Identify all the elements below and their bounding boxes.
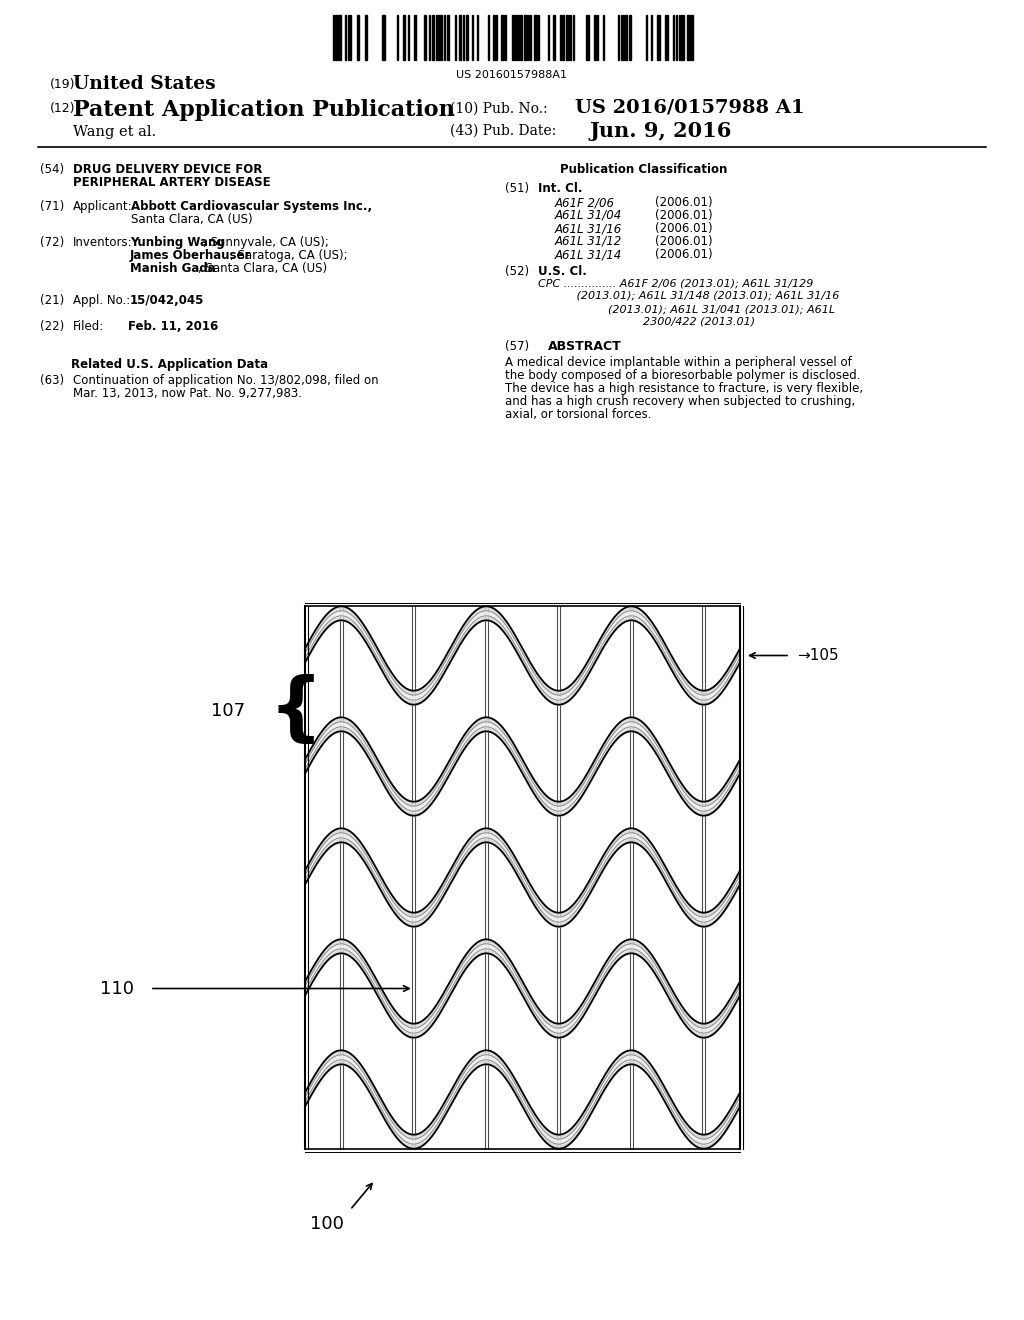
Bar: [520, 15, 522, 59]
Text: PERIPHERAL ARTERY DISEASE: PERIPHERAL ARTERY DISEASE: [73, 176, 270, 189]
Bar: [424, 15, 426, 59]
Text: Inventors:: Inventors:: [73, 236, 133, 249]
Bar: [466, 15, 468, 59]
Text: (2006.01): (2006.01): [655, 222, 713, 235]
Text: A61L 31/12: A61L 31/12: [555, 235, 623, 248]
Text: (72): (72): [40, 236, 65, 249]
Text: 100: 100: [310, 1214, 344, 1233]
Text: (19): (19): [50, 78, 76, 91]
Bar: [335, 15, 337, 59]
Text: 110: 110: [100, 979, 134, 998]
Text: (43) Pub. Date:: (43) Pub. Date:: [450, 124, 556, 139]
Bar: [681, 15, 684, 59]
Text: (71): (71): [40, 201, 65, 213]
Text: Related U.S. Application Data: Related U.S. Application Data: [72, 358, 268, 371]
Text: Feb. 11, 2016: Feb. 11, 2016: [128, 319, 218, 333]
Bar: [517, 15, 519, 59]
Text: CPC ............... A61F 2/06 (2013.01); A61L 31/129: CPC ............... A61F 2/06 (2013.01);…: [538, 279, 813, 288]
Text: (2013.01); A61L 31/041 (2013.01); A61L: (2013.01); A61L 31/041 (2013.01); A61L: [538, 304, 836, 314]
Text: ABSTRACT: ABSTRACT: [548, 341, 622, 352]
Text: A61L 31/16: A61L 31/16: [555, 222, 623, 235]
Text: Continuation of application No. 13/802,098, filed on: Continuation of application No. 13/802,0…: [73, 374, 379, 387]
Text: (2006.01): (2006.01): [655, 209, 713, 222]
Text: Publication Classification: Publication Classification: [560, 162, 727, 176]
Text: (2006.01): (2006.01): [655, 235, 713, 248]
Bar: [338, 15, 341, 59]
Text: Mar. 13, 2013, now Pat. No. 9,277,983.: Mar. 13, 2013, now Pat. No. 9,277,983.: [73, 387, 302, 400]
Text: (2006.01): (2006.01): [655, 195, 713, 209]
Text: (21): (21): [40, 294, 65, 308]
Text: (10) Pub. No.:: (10) Pub. No.:: [450, 102, 548, 116]
Bar: [657, 15, 660, 59]
Text: (63): (63): [40, 374, 65, 387]
Text: →105: →105: [797, 648, 839, 663]
Bar: [501, 15, 504, 59]
Text: United States: United States: [73, 75, 216, 92]
Text: A61F 2/06: A61F 2/06: [555, 195, 615, 209]
Bar: [594, 15, 596, 59]
Text: , Sunnyvale, CA (US);: , Sunnyvale, CA (US);: [203, 236, 329, 249]
Bar: [403, 15, 406, 59]
Bar: [625, 15, 627, 59]
Text: (12): (12): [50, 102, 76, 115]
Bar: [534, 15, 537, 59]
Text: Manish Gada: Manish Gada: [130, 261, 216, 275]
Text: {: {: [268, 675, 323, 748]
Bar: [382, 15, 385, 59]
Text: Jun. 9, 2016: Jun. 9, 2016: [590, 121, 732, 141]
Text: (22): (22): [40, 319, 65, 333]
Bar: [629, 15, 631, 59]
Text: Filed:: Filed:: [73, 319, 104, 333]
Text: US 2016/0157988 A1: US 2016/0157988 A1: [575, 99, 805, 117]
Text: Int. Cl.: Int. Cl.: [538, 182, 583, 195]
Bar: [365, 15, 367, 59]
Bar: [459, 15, 461, 59]
Text: Santa Clara, CA (US): Santa Clara, CA (US): [131, 213, 253, 226]
Text: Abbott Cardiovascular Systems Inc.,: Abbott Cardiovascular Systems Inc.,: [131, 201, 372, 213]
Text: Appl. No.:: Appl. No.:: [73, 294, 130, 308]
Bar: [438, 15, 440, 59]
Text: Applicant:: Applicant:: [73, 201, 133, 213]
Text: A61L 31/04: A61L 31/04: [555, 209, 623, 222]
Text: U.S. Cl.: U.S. Cl.: [538, 265, 587, 279]
Bar: [495, 15, 497, 59]
Text: axial, or torsional forces.: axial, or torsional forces.: [505, 408, 651, 421]
Bar: [560, 15, 562, 59]
Text: DRUG DELIVERY DEVICE FOR: DRUG DELIVERY DEVICE FOR: [73, 162, 262, 176]
Text: US 20160157988A1: US 20160157988A1: [457, 70, 567, 81]
Bar: [514, 15, 516, 59]
Text: A61L 31/14: A61L 31/14: [555, 248, 623, 261]
Text: (57): (57): [505, 341, 529, 352]
Text: 2300/422 (2013.01): 2300/422 (2013.01): [538, 317, 755, 327]
Text: and has a high crush recovery when subjected to crushing,: and has a high crush recovery when subje…: [505, 395, 855, 408]
Bar: [414, 15, 416, 59]
Text: Wang et al.: Wang et al.: [73, 125, 156, 139]
Bar: [566, 15, 568, 59]
Text: the body composed of a bioresorbable polymer is disclosed.: the body composed of a bioresorbable pol…: [505, 370, 860, 381]
Bar: [553, 15, 555, 59]
Bar: [357, 15, 359, 59]
Bar: [687, 15, 690, 59]
Text: A medical device implantable within a peripheral vessel of: A medical device implantable within a pe…: [505, 356, 852, 370]
Text: (2013.01); A61L 31/148 (2013.01); A61L 31/16: (2013.01); A61L 31/148 (2013.01); A61L 3…: [538, 290, 840, 301]
Text: (2006.01): (2006.01): [655, 248, 713, 261]
Text: , Saratoga, CA (US);: , Saratoga, CA (US);: [230, 249, 347, 261]
Bar: [569, 15, 571, 59]
Text: 107: 107: [211, 702, 245, 719]
Text: Patent Application Publication: Patent Application Publication: [73, 99, 455, 121]
Text: (52): (52): [505, 265, 529, 279]
Text: James Oberhauser: James Oberhauser: [130, 249, 251, 261]
Text: 15/042,045: 15/042,045: [130, 294, 205, 308]
Bar: [691, 15, 693, 59]
Bar: [432, 15, 434, 59]
Text: Yunbing Wang: Yunbing Wang: [130, 236, 224, 249]
Bar: [586, 15, 589, 59]
Bar: [524, 15, 527, 59]
Text: (54): (54): [40, 162, 65, 176]
Text: The device has a high resistance to fracture, is very flexible,: The device has a high resistance to frac…: [505, 381, 863, 395]
Text: (51): (51): [505, 182, 529, 195]
Bar: [447, 15, 449, 59]
Text: , Santa Clara, CA (US): , Santa Clara, CA (US): [198, 261, 327, 275]
